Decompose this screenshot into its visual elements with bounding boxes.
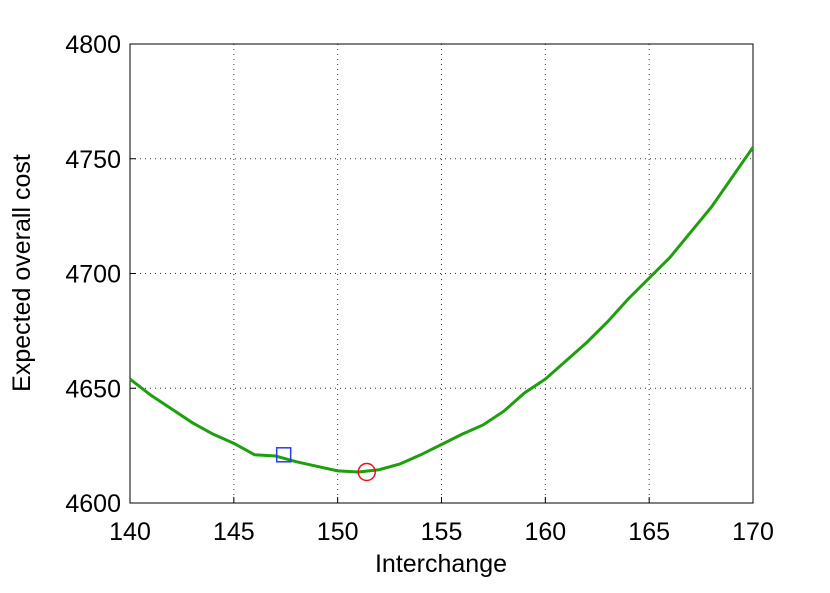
x-tick-label: 150 (317, 518, 359, 546)
y-tick-label: 4750 (65, 146, 121, 174)
plot-frame (129, 43, 754, 504)
y-axis-label: Expected overall cost (8, 154, 36, 392)
circle-marker (357, 462, 376, 482)
x-tick-label: 145 (213, 518, 255, 546)
x-tick-label: 165 (628, 518, 670, 546)
y-tick-label: 4650 (65, 375, 121, 403)
y-tick-label: 4800 (65, 31, 121, 59)
x-tick-label: 170 (732, 518, 774, 546)
x-tick-label: 160 (524, 518, 566, 546)
x-axis-label: Interchange (375, 550, 507, 578)
data-line (129, 146, 755, 474)
x-tick-label: 140 (109, 518, 151, 546)
square-marker (275, 447, 292, 463)
y-tick-label: 4600 (65, 490, 121, 518)
y-tick-label: 4700 (65, 261, 121, 289)
x-tick-label: 155 (421, 518, 463, 546)
